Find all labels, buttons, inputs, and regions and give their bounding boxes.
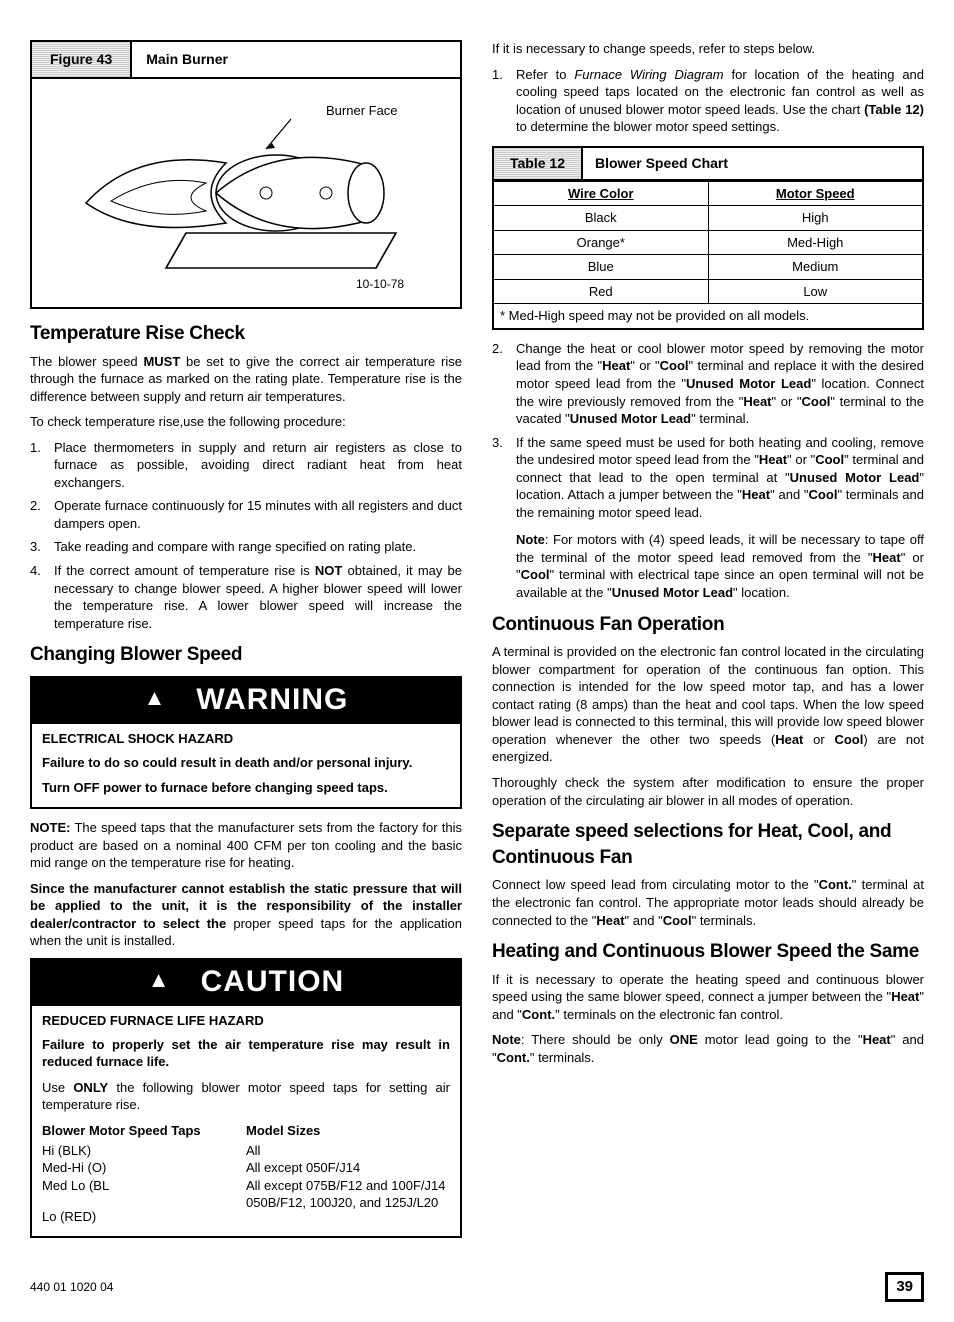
table-12: Table 12 Blower Speed Chart Wire Color M… xyxy=(492,146,924,330)
factory-note: NOTE: The speed taps that the manufactur… xyxy=(30,819,462,872)
tap-row-a: Hi (BLK) xyxy=(42,1142,246,1160)
page-number: 39 xyxy=(885,1272,924,1302)
speed-taps-table: Blower Motor Speed Taps Hi (BLK) Med-Hi … xyxy=(42,1122,450,1226)
warning-line1: Failure to do so could result in death a… xyxy=(42,754,450,772)
th-speed: Motor Speed xyxy=(708,181,922,206)
cell: Med-High xyxy=(708,230,922,255)
taps-col2-hd: Model Sizes xyxy=(246,1122,450,1140)
cell: Orange* xyxy=(494,230,708,255)
th-wire: Wire Color xyxy=(494,181,708,206)
speed-step-1: Refer to Furnace Wiring Diagram for loca… xyxy=(516,66,924,136)
step3-note: Note: For motors with (4) speed leads, i… xyxy=(516,531,924,601)
temp-step-4: If the correct amount of temperature ris… xyxy=(54,562,462,632)
cell: High xyxy=(708,206,922,231)
cell: Medium xyxy=(708,255,922,280)
table-title: Blower Speed Chart xyxy=(583,148,740,179)
burner-illustration: Burner Face 10-10-78 xyxy=(66,93,426,293)
temp-rise-steps: Place thermometers in supply and return … xyxy=(30,439,462,632)
temp-rise-p2: To check temperature rise,use the follow… xyxy=(30,413,462,431)
caution-header: ▲CAUTION xyxy=(32,960,460,1007)
callout-label: Burner Face xyxy=(326,103,398,118)
since-para: Since the manufacturer cannot establish … xyxy=(30,880,462,950)
same-p1: If it is necessary to operate the heatin… xyxy=(492,971,924,1024)
cell: Red xyxy=(494,279,708,303)
speed-steps-1: Refer to Furnace Wiring Diagram for loca… xyxy=(492,66,924,136)
figure-code: 10-10-78 xyxy=(356,277,404,291)
cell: Low xyxy=(708,279,922,303)
caution-hazard: REDUCED FURNACE LIFE HAZARD xyxy=(42,1012,450,1030)
warning-line2: Turn OFF power to furnace before changin… xyxy=(42,779,450,797)
tap-row-b: All except 075B/F12 and 100F/J14 xyxy=(246,1177,450,1195)
speed-steps-2: Change the heat or cool blower motor spe… xyxy=(492,340,924,521)
temp-step-3: Take reading and compare with range spec… xyxy=(54,538,462,556)
figure-label: Figure 43 xyxy=(32,42,132,77)
cell: Black xyxy=(494,206,708,231)
speed-step-2: Change the heat or cool blower motor spe… xyxy=(516,340,924,428)
heading-continuous: Continuous Fan Operation xyxy=(492,612,924,638)
temp-step-2: Operate furnace continuously for 15 minu… xyxy=(54,497,462,532)
warning-hazard: ELECTRICAL SHOCK HAZARD xyxy=(42,730,450,748)
heading-same: Heating and Continuous Blower Speed the … xyxy=(492,939,924,965)
heading-separate: Separate speed selections for Heat, Cool… xyxy=(492,819,924,870)
sep-p: Connect low speed lead from circulating … xyxy=(492,876,924,929)
speed-step-3: If the same speed must be used for both … xyxy=(516,434,924,522)
caution-box: ▲CAUTION REDUCED FURNACE LIFE HAZARD Fai… xyxy=(30,958,462,1238)
footer-code: 440 01 1020 04 xyxy=(30,1279,113,1295)
figure-title: Main Burner xyxy=(132,42,242,77)
cell: Blue xyxy=(494,255,708,280)
temp-step-1: Place thermometers in supply and return … xyxy=(54,439,462,492)
caution-line1: Failure to properly set the air temperat… xyxy=(42,1036,450,1071)
tap-row-b: All except 050F/J14 xyxy=(246,1159,450,1177)
warning-header: ▲WARNING xyxy=(32,678,460,725)
tap-row-a: Lo (RED) xyxy=(42,1208,246,1226)
warning-box: ▲WARNING ELECTRICAL SHOCK HAZARD Failure… xyxy=(30,676,462,809)
figure-43: Figure 43 Main Burner Burner Face xyxy=(30,40,462,309)
taps-col1-hd: Blower Motor Speed Taps xyxy=(42,1122,246,1140)
tap-row-a: Med Lo (BL xyxy=(42,1177,246,1195)
right-intro: If it is necessary to change speeds, ref… xyxy=(492,40,924,58)
tap-row-b: All xyxy=(246,1142,450,1160)
cont-p1: A terminal is provided on the electronic… xyxy=(492,643,924,766)
heading-change-speed: Changing Blower Speed xyxy=(30,642,462,668)
same-p2: Note: There should be only ONE motor lea… xyxy=(492,1031,924,1066)
cont-p2: Thoroughly check the system after modifi… xyxy=(492,774,924,809)
caution-line2: Use ONLY the following blower motor spee… xyxy=(42,1079,450,1114)
tap-row-a: Med-Hi (O) xyxy=(42,1159,246,1177)
table-label: Table 12 xyxy=(494,148,583,179)
temp-rise-p1: The blower speed MUST be set to give the… xyxy=(30,353,462,406)
heading-temp-rise: Temperature Rise Check xyxy=(30,321,462,347)
table-footnote: * Med-High speed may not be provided on … xyxy=(494,303,922,328)
tap-row-b: 050B/F12, 100J20, and 125J/L20 xyxy=(246,1194,450,1212)
